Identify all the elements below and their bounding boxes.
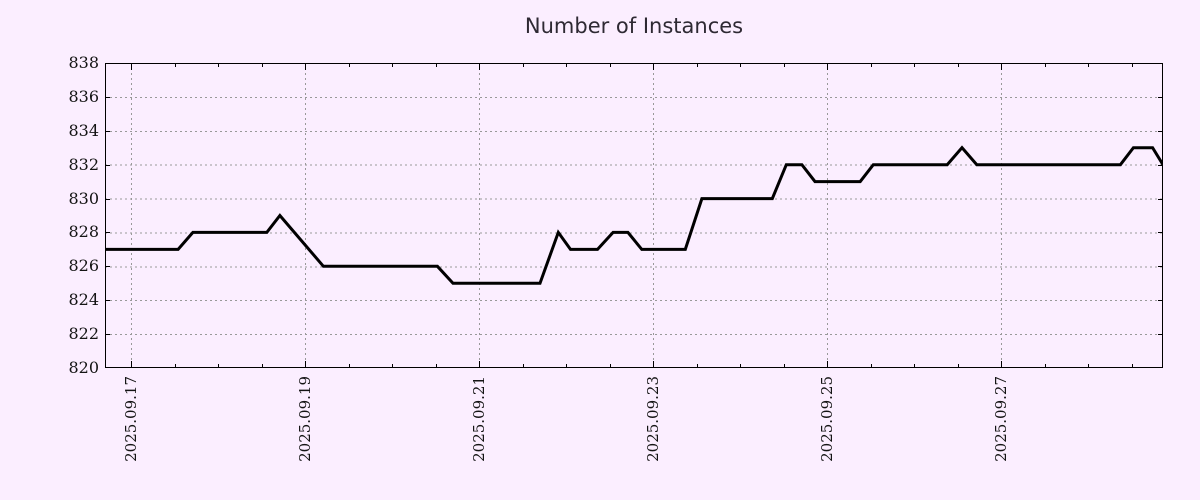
x-tick-label: 2025.09.23 (644, 376, 663, 462)
y-tick-label: 820 (68, 358, 99, 377)
y-tick-label: 830 (68, 188, 99, 208)
plot-area (105, 63, 1163, 368)
chart-title: Number of Instances (524, 14, 744, 38)
y-tick-label: 838 (68, 53, 99, 72)
y-tick-label: 836 (68, 86, 99, 106)
x-tick-label: 2025.09.25 (818, 376, 837, 462)
y-tick-label: 832 (68, 154, 99, 174)
x-tick-label: 2025.09.21 (470, 376, 489, 462)
chart-canvas (105, 63, 1163, 368)
y-tick-label: 826 (68, 256, 99, 276)
plot-border (105, 63, 1163, 368)
series-line-instances (105, 145, 1163, 285)
x-tick-label: 2025.09.19 (296, 376, 315, 462)
y-tick-label: 824 (68, 290, 99, 310)
x-tick-label: 2025.09.27 (992, 376, 1011, 462)
y-tick-label: 834 (68, 120, 99, 140)
y-tick-label: 828 (68, 222, 99, 242)
y-tick-label: 822 (68, 324, 99, 344)
x-tick-label: 2025.09.17 (122, 376, 141, 462)
